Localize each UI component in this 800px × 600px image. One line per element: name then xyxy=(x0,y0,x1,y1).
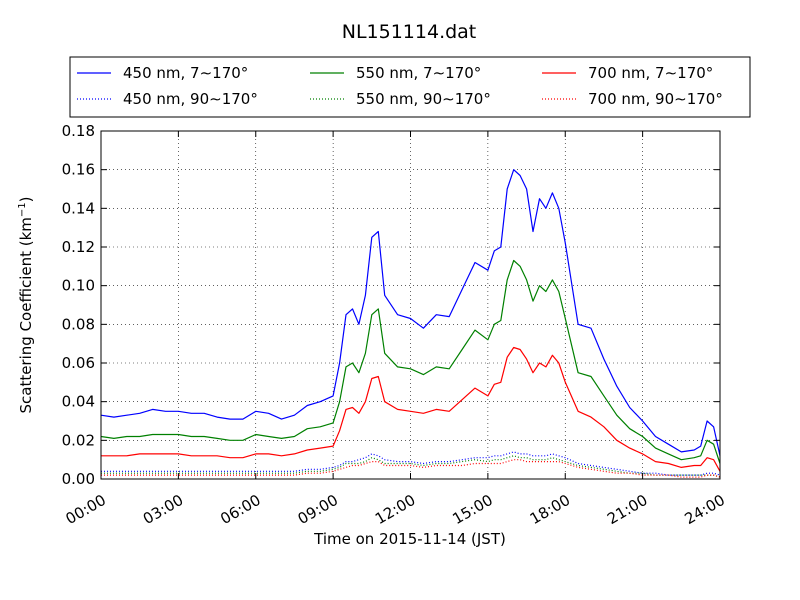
legend-entries: 450 nm, 7∼170° 450 nm, 90∼170° 550 nm, 7∼1… xyxy=(77,64,723,108)
legend-frame xyxy=(69,56,751,118)
x-axis-label: Time on 2015-11-14 (JST) xyxy=(313,530,506,548)
series-line-5 xyxy=(101,459,721,478)
y-tick-label: 0.08 xyxy=(62,315,95,333)
legend-label: 450 nm, 7∼170° xyxy=(123,64,248,82)
series-line-0 xyxy=(100,169,721,456)
plot-area xyxy=(100,130,721,480)
axis-ticks xyxy=(100,130,721,480)
series-line-2 xyxy=(101,346,721,472)
y-axis-label-close: ) xyxy=(17,196,35,202)
legend-label: 700 nm, 7∼170° xyxy=(588,64,713,82)
legend-label: 550 nm, 7∼170° xyxy=(356,64,481,82)
legend-label: 450 nm, 90∼170° xyxy=(123,90,258,108)
y-tick-label: 0.10 xyxy=(62,277,95,295)
y-tick-label: 0.04 xyxy=(62,393,95,411)
y-tick-label: 0.02 xyxy=(62,431,95,449)
legend-label: 700 nm, 90∼170° xyxy=(588,90,723,108)
y-tick-labels: 0.00 0.02 0.04 0.06 0.08 0.10 0.12 0.14 0.16 0.18 xyxy=(62,122,95,488)
plot-background xyxy=(101,131,720,479)
y-tick-label: 0.16 xyxy=(62,161,95,179)
y-tick-label: 0.14 xyxy=(62,199,95,217)
chart-title: NL151114.dat xyxy=(342,21,477,43)
series-line-3 xyxy=(101,451,721,476)
y-tick-label: 0.18 xyxy=(62,122,95,140)
series-line-4 xyxy=(101,455,721,478)
legend-label: 550 nm, 90∼170° xyxy=(356,90,491,108)
y-axis-label-exponent: −1 xyxy=(17,202,28,217)
y-axis-label: Scattering Coefficient (km−1) xyxy=(17,196,35,413)
series-line-1 xyxy=(100,259,721,464)
data-series xyxy=(100,169,721,478)
y-axis-label-main: Scattering Coefficient (km xyxy=(17,217,35,413)
legend: 450 nm, 7∼170° 450 nm, 90∼170° 550 nm, 7∼1… xyxy=(69,56,751,118)
y-tick-label: 0.00 xyxy=(62,470,95,488)
y-tick-label: 0.12 xyxy=(62,238,95,256)
y-tick-label: 0.06 xyxy=(62,354,95,372)
